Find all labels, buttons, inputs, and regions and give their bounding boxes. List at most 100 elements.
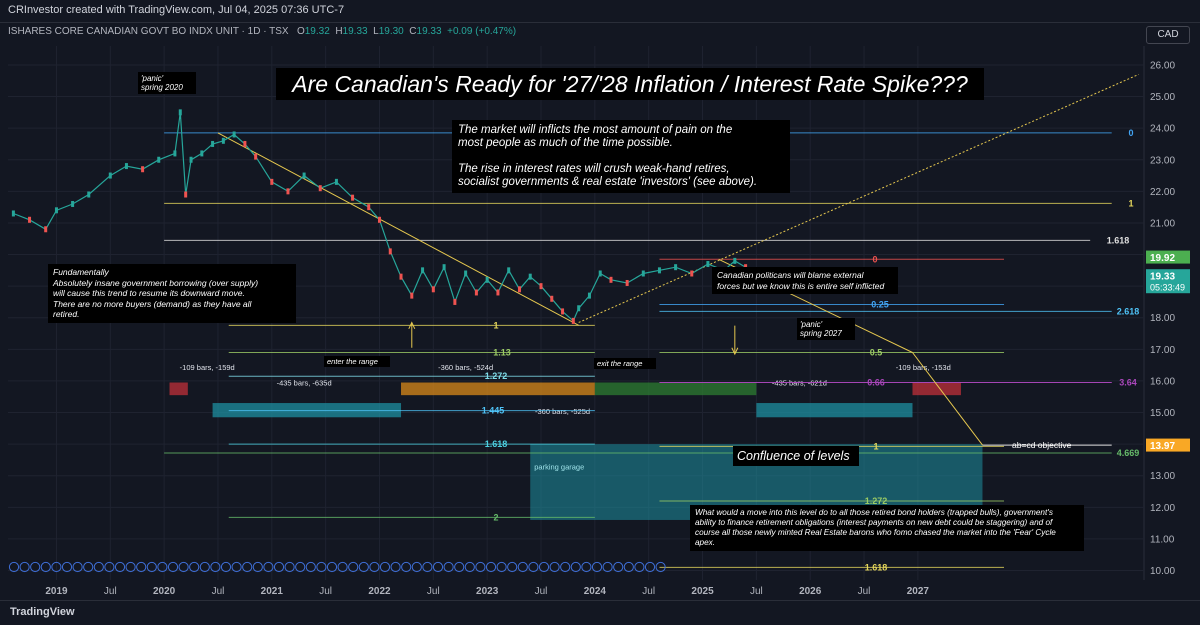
event-marker-icon [549,561,560,573]
price-label-countdown: 05:33:49 [1150,283,1185,293]
price-candle [496,289,500,296]
x-tick-label: 2021 [261,586,284,597]
x-tick-label: 2024 [584,586,607,597]
price-label-box [1146,438,1190,452]
y-tick-label: 13.00 [1150,471,1175,482]
event-marker-icon [104,561,115,573]
currency-button[interactable]: CAD [1146,26,1190,44]
range-label: -360 bars, -524d [438,363,493,372]
price-candle [351,194,355,201]
price-candle [200,150,204,157]
x-tick-label: Jul [750,586,763,597]
price-candle [528,273,532,280]
price-candle [641,270,645,277]
event-marker-icon [231,561,242,573]
event-marker-icon [496,561,507,573]
price-candle [609,276,613,283]
event-marker-icon [273,561,285,573]
event-marker-icon [369,561,380,573]
price-candle [377,216,381,223]
event-marker-icon [464,561,475,573]
fib-level-label: 3.64 [1119,378,1137,388]
price-label-box [1146,250,1190,264]
price-label-value: 13.97 [1150,441,1175,452]
range-box [594,382,757,396]
event-marker-icon [199,561,210,573]
price-candle [561,308,565,315]
price-candle [431,286,435,293]
price-label-box [1146,269,1190,294]
price-candle [485,276,489,283]
symbol-bar[interactable]: ISHARES CORE CANADIAN GOVT BO INDX UNIT … [8,26,517,37]
exit-range-note: exit the range [594,358,656,369]
event-marker-icon [284,561,295,573]
event-marker-icon [263,561,274,573]
market-note: The market will inflicts the most amount… [452,120,790,193]
price-candle [674,264,678,271]
event-marker-icon [390,561,401,573]
event-marker-icon [560,561,571,573]
range-label: -109 bars, -159d [180,363,235,372]
event-marker-icon [443,561,454,573]
x-tick-label: 2019 [45,586,68,597]
event-marker-icon [316,561,327,573]
event-marker-icon [634,561,645,573]
event-marker-icon [252,561,263,573]
event-marker-icon [210,561,221,573]
y-tick-label: 12.00 [1150,503,1175,514]
price-candle [87,191,91,198]
y-tick-label: 25.00 [1150,92,1175,103]
event-marker-icon [485,561,497,573]
x-tick-label: 2023 [476,586,499,597]
price-candle [28,216,32,223]
event-marker-icon [538,561,550,573]
price-candle [71,200,75,207]
event-marker-icon [8,561,20,573]
price-candle [270,178,274,185]
event-marker-icon [189,561,200,573]
brand-logo-text: TradingView [10,606,75,618]
event-marker-icon [644,561,656,573]
event-marker-icon [125,561,136,573]
event-marker-icon [51,561,62,573]
price-candle [302,172,306,179]
panic-2027-note: 'panic' spring 2027 [797,318,855,340]
x-tick-label: 2020 [153,586,176,597]
credit-text: CRInvestor created with TradingView.com,… [8,4,345,16]
price-candle [157,156,161,163]
title-banner: Are Canadian's Ready for '27/'28 Inflati… [276,68,984,100]
enter-range-note: enter the range [324,356,390,367]
price-candle [507,267,511,274]
price-candle [410,292,414,299]
price-candle [211,140,215,147]
event-marker-icon [136,561,147,573]
parking-garage-label: parking garage [534,462,584,471]
event-marker-icon [591,561,603,573]
x-tick-label: Jul [535,586,548,597]
x-tick-label: 2022 [368,586,391,597]
price-candle [657,267,661,274]
price-candle [178,109,182,116]
price-candle [577,305,581,312]
event-marker-icon [61,561,73,573]
price-candle [11,210,15,217]
fib-level-label: 4.669 [1117,448,1140,458]
range-box [169,382,188,396]
symbol-name[interactable]: ISHARES CORE CANADIAN GOVT BO INDX UNIT … [8,26,289,37]
price-candle [184,191,188,198]
x-tick-label: 2025 [691,586,714,597]
price-candle [733,257,737,264]
y-tick-label: 11.00 [1150,534,1175,545]
x-tick-label: Jul [104,586,117,597]
y-tick-label: 24.00 [1150,124,1175,135]
range-box [756,403,913,418]
event-marker-icon [348,561,359,573]
price-candle [232,131,236,138]
range-box [912,382,961,396]
event-marker-icon [422,561,433,573]
event-marker-icon [337,561,348,573]
y-tick-label: 22.00 [1150,187,1175,198]
y-tick-label: 23.00 [1150,155,1175,166]
price-candle [189,156,193,163]
event-marker-icon [83,561,94,573]
